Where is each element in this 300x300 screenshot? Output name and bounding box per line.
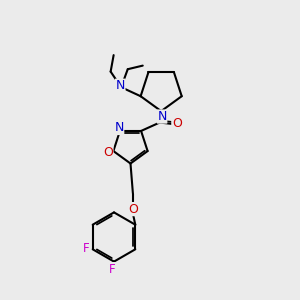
Text: F: F bbox=[83, 242, 89, 255]
Text: F: F bbox=[109, 262, 116, 276]
Text: O: O bbox=[128, 202, 138, 216]
Text: N: N bbox=[116, 79, 125, 92]
Text: O: O bbox=[103, 146, 113, 159]
Text: O: O bbox=[172, 117, 182, 130]
Text: N: N bbox=[114, 122, 124, 134]
Text: N: N bbox=[158, 110, 167, 123]
